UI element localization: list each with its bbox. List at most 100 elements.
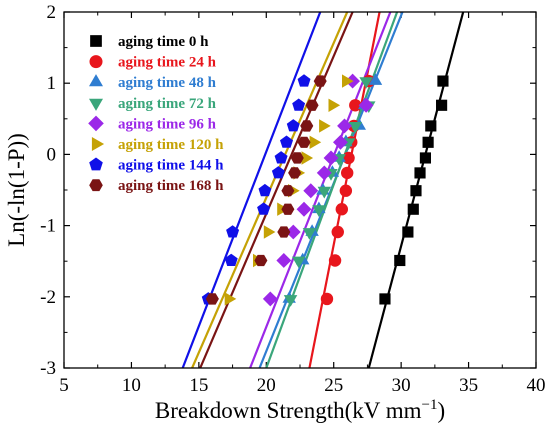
legend-marker-2 <box>89 74 103 87</box>
data-point-s1-6 <box>342 151 355 165</box>
legend-label-3: aging time 72 h <box>118 96 217 112</box>
data-point-s0-4 <box>410 185 422 197</box>
fit-line-6 <box>181 12 322 368</box>
y-tick-label: -3 <box>40 358 56 379</box>
y-tick-label: 2 <box>47 2 57 23</box>
data-point-s6-7 <box>280 135 293 148</box>
data-point-s3-8 <box>348 122 362 134</box>
legend-label-2: aging time 48 h <box>118 75 217 91</box>
data-point-s5-2 <box>263 225 276 239</box>
data-markers <box>201 73 449 307</box>
data-point-s5-7 <box>309 135 322 149</box>
data-point-s7-5 <box>288 167 302 179</box>
x-axis-title-main: Breakdown Strength(kV mm <box>155 398 422 423</box>
data-point-s3-3 <box>312 205 326 217</box>
data-point-s4-5 <box>316 165 332 181</box>
data-point-s0-5 <box>414 167 426 179</box>
x-axis-title-end: ) <box>437 398 445 423</box>
tick-labels: 5 10 15 20 25 30 35 40 -3 -2 -1 0 1 2 <box>40 2 545 396</box>
y-tick-label: -2 <box>40 287 56 308</box>
data-point-s5-9 <box>328 98 341 112</box>
data-point-s6-9 <box>292 98 306 111</box>
x-tick-label: 20 <box>257 375 276 396</box>
legend-label-4: aging time 96 h <box>118 116 217 132</box>
y-tick-label: -1 <box>40 216 56 237</box>
data-point-s7-9 <box>305 99 319 111</box>
data-point-s7-3 <box>281 203 295 215</box>
data-point-s6-2 <box>226 225 240 238</box>
data-point-s3-1 <box>291 256 306 269</box>
data-point-s6-6 <box>274 151 288 164</box>
data-point-s7-10 <box>313 75 327 87</box>
legend-marker-0 <box>90 35 102 47</box>
legend-marker-4 <box>88 115 104 132</box>
y-axis-title: Ln(-ln(1-P)) <box>4 133 29 247</box>
data-point-s1-5 <box>341 166 354 180</box>
fit-line-3 <box>265 12 399 368</box>
data-point-s4-0 <box>262 291 278 307</box>
data-point-s0-1 <box>394 254 406 267</box>
legend-marker-1 <box>89 55 103 69</box>
legend-marker-7 <box>89 179 103 192</box>
legend-marker-6 <box>89 157 103 171</box>
data-point-s6-3 <box>257 202 271 215</box>
data-point-s0-10 <box>437 75 449 87</box>
data-point-s0-2 <box>402 226 414 238</box>
data-point-s0-9 <box>436 99 448 111</box>
data-point-s3-4 <box>317 186 331 199</box>
data-point-s7-0 <box>205 293 219 305</box>
data-point-s1-4 <box>339 184 353 197</box>
data-point-s6-10 <box>297 74 311 87</box>
plot-frame <box>63 11 537 369</box>
legend-marker-3 <box>89 98 103 111</box>
data-point-s1-9 <box>349 99 362 112</box>
data-point-s3-0 <box>283 295 298 307</box>
data-point-s4-6 <box>323 150 339 166</box>
data-point-s5-0 <box>224 292 237 306</box>
data-point-s0-8 <box>425 120 437 132</box>
data-point-s7-6 <box>290 152 304 164</box>
data-point-s1-1 <box>328 254 342 267</box>
data-point-s0-6 <box>419 152 431 164</box>
data-point-s4-1 <box>276 253 292 268</box>
data-point-s6-5 <box>271 166 285 179</box>
data-point-s6-4 <box>258 183 272 197</box>
data-point-s4-3 <box>296 201 312 217</box>
y-tick-label: 1 <box>47 73 57 94</box>
data-point-s0-7 <box>422 136 434 148</box>
legend-label-0: aging time 0 h <box>118 34 209 50</box>
x-tick-label: 15 <box>189 375 208 396</box>
data-point-s7-2 <box>277 226 291 238</box>
x-axis-title: Breakdown Strength(kV mm−1) <box>155 397 445 423</box>
data-point-s1-3 <box>335 203 349 216</box>
x-tick-label: 5 <box>59 375 69 396</box>
x-tick-label: 30 <box>392 375 411 396</box>
data-point-s4-4 <box>303 183 319 199</box>
data-point-s5-8 <box>319 119 331 133</box>
data-point-s2-10 <box>368 73 383 85</box>
data-point-s0-0 <box>379 293 391 305</box>
legend-marker-5 <box>91 137 105 151</box>
data-point-s6-8 <box>286 119 300 132</box>
data-point-s4-7 <box>333 134 348 150</box>
data-point-s7-4 <box>281 185 295 197</box>
data-point-s5-10 <box>342 74 354 88</box>
data-point-s7-7 <box>297 136 311 148</box>
data-point-s4-2 <box>285 224 301 240</box>
data-point-s4-8 <box>337 118 352 134</box>
data-point-s0-3 <box>407 203 419 215</box>
legend: aging time 0 h aging time 24 h aging time … <box>88 34 224 194</box>
data-point-s5-6 <box>301 151 314 165</box>
x-tick-label: 10 <box>122 375 141 396</box>
data-point-s7-1 <box>254 254 268 267</box>
x-tick-label: 25 <box>324 375 343 396</box>
data-point-s4-9 <box>358 97 374 113</box>
data-point-s7-8 <box>300 120 314 132</box>
legend-label-5: aging time 120 h <box>118 137 224 153</box>
legend-label-1: aging time 24 h <box>118 55 217 71</box>
y-tick-label: 0 <box>47 144 57 165</box>
data-point-s3-2 <box>302 228 317 240</box>
legend-label-6: aging time 144 h <box>118 158 224 174</box>
data-point-s1-0 <box>320 292 334 306</box>
